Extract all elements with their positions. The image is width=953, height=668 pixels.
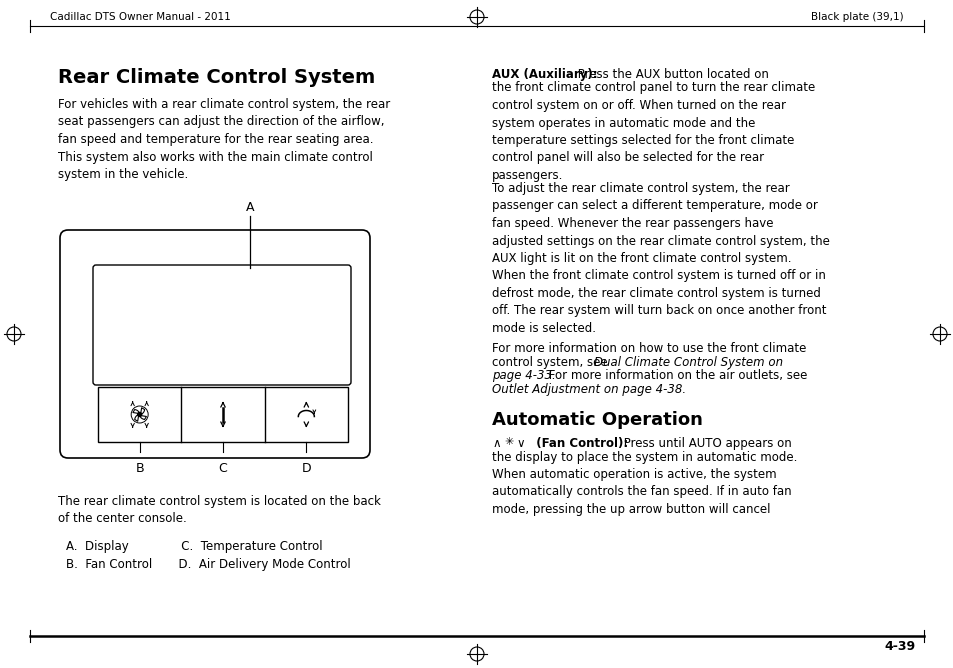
- Text: page 4-33.: page 4-33.: [492, 369, 556, 383]
- Text: Press until AUTO appears on: Press until AUTO appears on: [619, 437, 791, 450]
- Text: Press the AUX button located on: Press the AUX button located on: [573, 68, 768, 81]
- Text: For more information on how to use the front climate: For more information on how to use the f…: [492, 343, 805, 355]
- Text: the front climate control panel to turn the rear climate
control system on or of: the front climate control panel to turn …: [492, 81, 815, 182]
- FancyBboxPatch shape: [92, 265, 351, 385]
- Text: For vehicles with a rear climate control system, the rear
seat passengers can ad: For vehicles with a rear climate control…: [58, 98, 390, 181]
- Text: 4-39: 4-39: [884, 639, 915, 653]
- Bar: [98, 387, 348, 442]
- Text: ∨: ∨: [516, 437, 524, 450]
- Text: (Fan Control):: (Fan Control):: [527, 437, 628, 450]
- Text: ✳: ✳: [503, 437, 513, 447]
- Text: D: D: [301, 462, 311, 475]
- Text: Rear Climate Control System: Rear Climate Control System: [58, 68, 375, 87]
- Text: To adjust the rear climate control system, the rear
passenger can select a diffe: To adjust the rear climate control syste…: [492, 182, 829, 265]
- Text: Automatic Operation: Automatic Operation: [492, 411, 702, 429]
- Text: When the front climate control system is turned off or in
defrost mode, the rear: When the front climate control system is…: [492, 269, 825, 335]
- Text: Dual Climate Control System on: Dual Climate Control System on: [594, 356, 782, 369]
- Text: A.  Display              C.  Temperature Control: A. Display C. Temperature Control: [66, 540, 322, 553]
- Text: For more information on the air outlets, see: For more information on the air outlets,…: [544, 369, 806, 383]
- Text: C: C: [218, 462, 227, 475]
- Text: AUX (Auxiliary):: AUX (Auxiliary):: [492, 68, 597, 81]
- Text: The rear climate control system is located on the back
of the center console.: The rear climate control system is locat…: [58, 495, 380, 526]
- Text: A: A: [246, 201, 254, 214]
- Text: ∧: ∧: [492, 437, 500, 450]
- FancyBboxPatch shape: [60, 230, 370, 458]
- Circle shape: [137, 413, 141, 417]
- Text: B: B: [135, 462, 144, 475]
- Text: B.  Fan Control       D.  Air Delivery Mode Control: B. Fan Control D. Air Delivery Mode Cont…: [66, 558, 351, 571]
- Text: Black plate (39,1): Black plate (39,1): [810, 12, 903, 22]
- Text: Cadillac DTS Owner Manual - 2011: Cadillac DTS Owner Manual - 2011: [50, 12, 231, 22]
- Text: the display to place the system in automatic mode.
When automatic operation is a: the display to place the system in autom…: [492, 450, 797, 516]
- Text: Outlet Adjustment on page 4-38.: Outlet Adjustment on page 4-38.: [492, 383, 685, 396]
- Text: control system, see: control system, see: [492, 356, 611, 369]
